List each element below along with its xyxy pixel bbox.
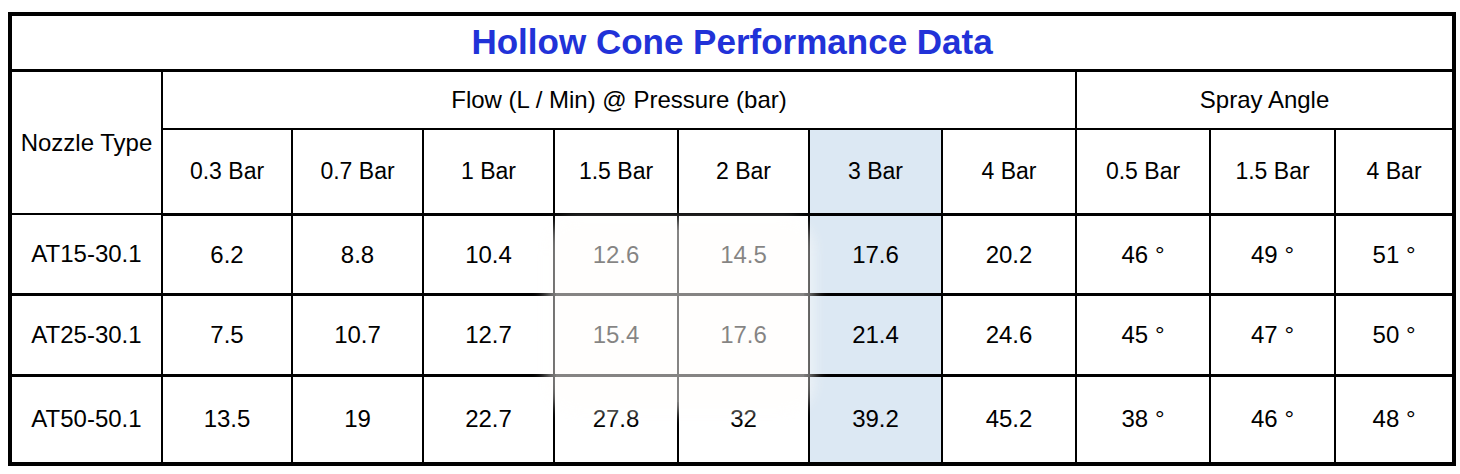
- flow-value-cell: 13.5: [162, 375, 292, 464]
- flow-col-header-2bar: 2 Bar: [678, 129, 809, 215]
- flow-value-cell: 45.2: [942, 375, 1076, 464]
- flow-col-header-4bar: 4 Bar: [942, 129, 1076, 215]
- flow-value-cell-highlighted: 21.4: [809, 295, 942, 376]
- flow-value-cell-highlighted: 39.2: [809, 375, 942, 464]
- flow-col-header-0.7bar: 0.7 Bar: [292, 129, 423, 215]
- flow-value-cell: 8.8: [292, 214, 423, 295]
- flow-value-cell: 14.5: [678, 214, 809, 295]
- nozzle-type-cell: AT25-30.1: [10, 295, 162, 376]
- table-row-at25-30.1: AT25-30.1 7.5 10.7 12.7 15.4 17.6 21.4 2…: [10, 295, 1454, 376]
- flow-value-cell: 12.6: [554, 214, 678, 295]
- spray-col-header-0.5bar: 0.5 Bar: [1076, 129, 1210, 215]
- flow-col-header-0.3bar: 0.3 Bar: [162, 129, 292, 215]
- spray-angle-cell: 46 °: [1210, 375, 1335, 464]
- flow-value-cell: 12.7: [423, 295, 554, 376]
- flow-value-cell: 10.7: [292, 295, 423, 376]
- performance-table: Hollow Cone Performance Data Nozzle Type…: [8, 12, 1456, 466]
- flow-value-cell: 10.4: [423, 214, 554, 295]
- flow-value-cell: 22.7: [423, 375, 554, 464]
- spray-angle-cell: 47 °: [1210, 295, 1335, 376]
- spray-col-header-4bar: 4 Bar: [1335, 129, 1454, 215]
- flow-value-cell-highlighted: 17.6: [809, 214, 942, 295]
- flow-value-cell: 20.2: [942, 214, 1076, 295]
- flow-value-cell: 15.4: [554, 295, 678, 376]
- flow-col-header-3bar-highlighted: 3 Bar: [809, 129, 942, 215]
- flow-col-header-1.5bar: 1.5 Bar: [554, 129, 678, 215]
- flow-value-cell: 24.6: [942, 295, 1076, 376]
- spray-angle-cell: 48 °: [1335, 375, 1454, 464]
- hollow-cone-performance-page: Hollow Cone Performance Data Nozzle Type…: [0, 0, 1460, 474]
- spray-angle-cell: 46 °: [1076, 214, 1210, 295]
- table-row-at50-50.1: AT50-50.1 13.5 19 22.7 27.8 32 39.2 45.2…: [10, 375, 1454, 464]
- spray-col-header-1.5bar: 1.5 Bar: [1210, 129, 1335, 215]
- flow-value-cell: 6.2: [162, 214, 292, 295]
- flow-col-header-1bar: 1 Bar: [423, 129, 554, 215]
- flow-value-cell: 32: [678, 375, 809, 464]
- flow-value-cell: 17.6: [678, 295, 809, 376]
- nozzle-type-cell: AT15-30.1: [10, 214, 162, 295]
- flow-value-cell: 7.5: [162, 295, 292, 376]
- page-title: Hollow Cone Performance Data: [10, 14, 1454, 70]
- flow-value-cell: 19: [292, 375, 423, 464]
- flow-group-header: Flow (L / Min) @ Pressure (bar): [162, 70, 1076, 128]
- nozzle-type-header: Nozzle Type: [10, 70, 162, 214]
- spray-angle-cell: 38 °: [1076, 375, 1210, 464]
- spray-angle-cell: 49 °: [1210, 214, 1335, 295]
- spray-angle-cell: 45 °: [1076, 295, 1210, 376]
- spray-angle-cell: 51 °: [1335, 214, 1454, 295]
- spray-angle-cell: 50 °: [1335, 295, 1454, 376]
- spray-group-header: Spray Angle: [1076, 70, 1454, 128]
- table-row-at15-30.1: AT15-30.1 6.2 8.8 10.4 12.6 14.5 17.6 20…: [10, 214, 1454, 295]
- nozzle-type-cell: AT50-50.1: [10, 375, 162, 464]
- flow-value-cell: 27.8: [554, 375, 678, 464]
